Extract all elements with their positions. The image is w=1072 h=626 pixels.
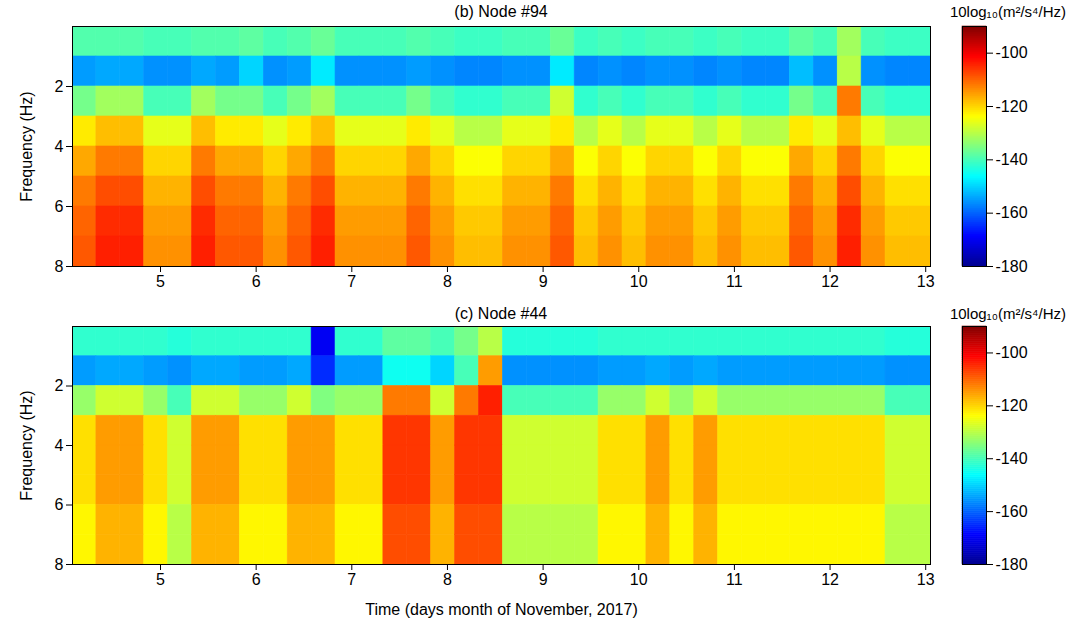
svg-text:13: 13 (917, 273, 935, 290)
svg-text:-120: -120 (996, 98, 1028, 115)
svg-text:8: 8 (55, 556, 64, 573)
html-text:10log₁₀(m²/s⁴/Hz): 10log₁₀(m²/s⁴/Hz) (949, 3, 1066, 20)
svg-text:8: 8 (443, 273, 452, 290)
html-text:10log₁₀(m²/s⁴/Hz): 10log₁₀(m²/s⁴/Hz) (949, 305, 1066, 322)
svg-text:-180: -180 (996, 556, 1028, 573)
svg-text:4: 4 (55, 138, 64, 155)
svg-text:-160: -160 (996, 503, 1028, 520)
svg-text:2: 2 (55, 78, 64, 95)
svg-text:10: 10 (630, 273, 648, 290)
svg-text:7: 7 (347, 571, 356, 588)
html-text:(c) Node #44: (c) Node #44 (454, 305, 548, 322)
svg-text:6: 6 (252, 273, 261, 290)
svg-text:6: 6 (55, 496, 64, 513)
svg-text:-160: -160 (996, 204, 1028, 221)
html-text:(b) Node #94: (b) Node #94 (454, 3, 548, 20)
svg-text:8: 8 (55, 258, 64, 275)
svg-text:5: 5 (156, 273, 165, 290)
svg-text:13: 13 (917, 571, 935, 588)
svg-text:4: 4 (55, 437, 64, 454)
svg-text:Time (days month of November,: Time (days month of November, 2017) (365, 601, 637, 618)
svg-text:-100: -100 (996, 344, 1028, 361)
svg-text:7: 7 (347, 273, 356, 290)
svg-text:5: 5 (156, 571, 165, 588)
svg-text:Frequency (Hz): Frequency (Hz) (18, 91, 35, 201)
svg-text:11: 11 (726, 571, 743, 588)
svg-text:6: 6 (252, 571, 261, 588)
svg-text:11: 11 (726, 273, 743, 290)
svg-text:-100: -100 (996, 44, 1028, 61)
svg-text:6: 6 (55, 198, 64, 215)
svg-text:-140: -140 (996, 151, 1028, 168)
svg-text:8: 8 (443, 571, 452, 588)
svg-text:Frequency (Hz): Frequency (Hz) (18, 390, 35, 500)
svg-text:-120: -120 (996, 397, 1028, 414)
svg-text:-180: -180 (996, 258, 1028, 275)
svg-text:12: 12 (821, 273, 839, 290)
svg-text:2: 2 (55, 377, 64, 394)
svg-text:10: 10 (630, 571, 648, 588)
svg-text:-140: -140 (996, 450, 1028, 467)
svg-text:9: 9 (539, 571, 548, 588)
svg-text:12: 12 (821, 571, 839, 588)
svg-text:9: 9 (539, 273, 548, 290)
